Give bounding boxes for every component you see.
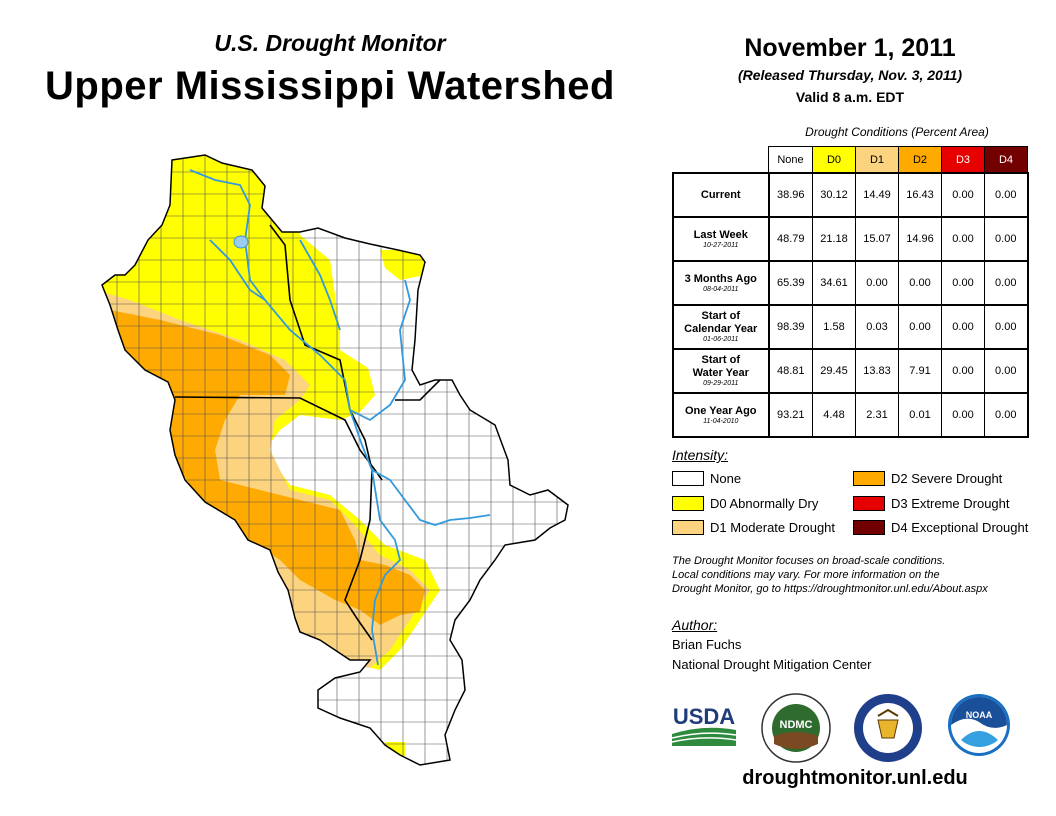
legend-swatch: [853, 496, 885, 511]
cell-d4: 0.00: [984, 260, 1029, 306]
cell-d3: 0.00: [941, 260, 985, 306]
legend-item-none: None: [672, 471, 741, 486]
valid-time: Valid 8 a.m. EDT: [795, 89, 905, 105]
usda-logo: USDA: [671, 704, 737, 746]
table-row-calendar-year: Start of Calendar Year 01-06-2011 98.39 1.…: [672, 304, 1029, 350]
cell-none: 98.39: [767, 304, 813, 350]
table-row-3-months: 3 Months Ago 08-04-2011 65.39 34.61 0.00 …: [672, 260, 1029, 306]
cell-none: 48.81: [767, 348, 813, 394]
map-title: Upper Mississippi Watershed: [45, 64, 615, 108]
cell-d2: 14.96: [898, 216, 942, 262]
legend-item-d0: D0 Abnormally Dry: [672, 496, 818, 511]
noaa-logo: NOAA: [948, 694, 1010, 756]
cell-d0: 1.58: [812, 304, 856, 350]
cell-d1: 2.31: [855, 392, 899, 438]
cell-d1: 14.49: [855, 172, 899, 218]
legend-swatch: [853, 471, 885, 486]
table-corner: [673, 147, 769, 174]
row-label: Start of Calendar Year 01-06-2011: [672, 304, 770, 350]
cell-d3: 0.00: [941, 348, 985, 394]
cell-d4: 0.00: [984, 392, 1029, 438]
cell-d3: 0.00: [941, 304, 985, 350]
row-label: Current: [672, 172, 770, 218]
cell-d2: 0.00: [898, 304, 942, 350]
legend-item-d4: D4 Exceptional Drought: [853, 520, 1028, 535]
table-caption: Drought Conditions (Percent Area): [805, 125, 989, 139]
author-name: Brian Fuchs: [672, 637, 742, 652]
row-label: Start of Water Year 09-29-2011: [672, 348, 770, 394]
cell-d2: 16.43: [898, 172, 942, 218]
table-row-last-week: Last Week 10-27-2011 48.79 21.18 15.07 14…: [672, 216, 1029, 262]
cell-d3: 0.00: [941, 216, 985, 262]
col-header-d2: D2: [898, 146, 942, 174]
cell-none: 93.21: [767, 392, 813, 438]
legend-swatch: [853, 520, 885, 535]
svg-text:USDA: USDA: [673, 704, 735, 729]
legend-item-d3: D3 Extreme Drought: [853, 496, 1010, 511]
svg-text:NOAA: NOAA: [966, 710, 993, 720]
ndmc-logo: NDMC: [761, 693, 831, 763]
cell-d3: 0.00: [941, 172, 985, 218]
cell-d0: 29.45: [812, 348, 856, 394]
cell-d1: 0.03: [855, 304, 899, 350]
col-header-none: None: [768, 146, 813, 174]
cell-d1: 0.00: [855, 260, 899, 306]
cell-none: 48.79: [767, 216, 813, 262]
legend-swatch: [672, 520, 704, 535]
drought-table: None D0 D1 D2 D3 D4 Current 38.96 30.12 …: [672, 146, 1029, 438]
cell-d0: 4.48: [812, 392, 856, 438]
map-date: November 1, 2011: [744, 34, 956, 62]
cell-d2: 7.91: [898, 348, 942, 394]
col-header-d0: D0: [812, 146, 856, 174]
legend-item-d1: D1 Moderate Drought: [672, 520, 835, 535]
cell-d1: 13.83: [855, 348, 899, 394]
cell-d4: 0.00: [984, 348, 1029, 394]
cell-d4: 0.00: [984, 216, 1029, 262]
author-org: National Drought Mitigation Center: [672, 657, 872, 672]
table-row-water-year: Start of Water Year 09-29-2011 48.81 29.45…: [672, 348, 1029, 394]
col-header-d4: D4: [984, 146, 1028, 174]
release-date: (Released Thursday, Nov. 3, 2011): [737, 67, 963, 83]
cell-d2: 0.01: [898, 392, 942, 438]
legend-item-d2: D2 Severe Drought: [853, 471, 1002, 486]
cell-d4: 0.00: [984, 172, 1029, 218]
legend-swatch: [672, 496, 704, 511]
cell-none: 38.96: [767, 172, 813, 218]
brand-title: U.S. Drought Monitor: [214, 30, 446, 56]
cell-d3: 0.00: [941, 392, 985, 438]
col-header-d1: D1: [855, 146, 899, 174]
disclaimer-note: The Drought Monitor focuses on broad-sca…: [672, 555, 988, 595]
svg-text:NDMC: NDMC: [780, 719, 813, 731]
cell-d1: 15.07: [855, 216, 899, 262]
cell-d4: 0.00: [984, 304, 1029, 350]
row-label: 3 Months Ago 08-04-2011: [672, 260, 770, 306]
table-row-one-year-ago: One Year Ago 11-04-2010 93.21 4.48 2.31 0…: [672, 392, 1029, 438]
row-label: Last Week 10-27-2011: [672, 216, 770, 262]
table-row-current: Current 38.96 30.12 14.49 16.43 0.00 0.0…: [672, 172, 1029, 218]
cell-d0: 30.12: [812, 172, 856, 218]
cell-none: 65.39: [767, 260, 813, 306]
drought-map: [101, 154, 569, 766]
cell-d0: 21.18: [812, 216, 856, 262]
seal-logo: [854, 694, 922, 762]
legend-swatch: [672, 471, 704, 486]
cell-d2: 0.00: [898, 260, 942, 306]
website-url[interactable]: droughtmonitor.unl.edu: [742, 767, 968, 789]
author-heading: Author:: [672, 617, 718, 633]
legend-heading: Intensity:: [672, 447, 729, 463]
cell-d0: 34.61: [812, 260, 856, 306]
row-label: One Year Ago 11-04-2010: [672, 392, 770, 438]
col-header-d3: D3: [941, 146, 985, 174]
table-header-row: None D0 D1 D2 D3 D4: [673, 146, 1028, 174]
